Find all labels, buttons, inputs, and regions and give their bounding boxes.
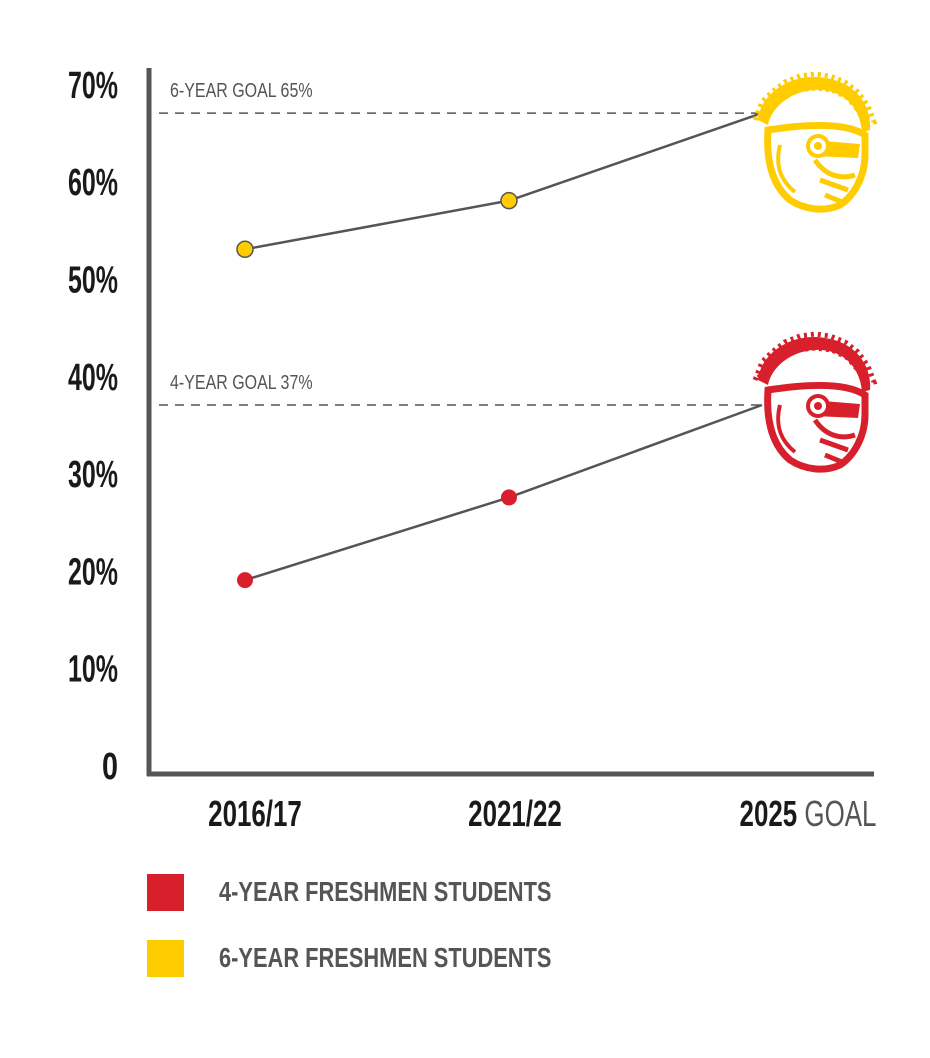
data-point <box>501 489 517 506</box>
y-tick-label: 60% <box>68 162 118 204</box>
helmet-part <box>749 71 878 128</box>
helmet-part <box>749 331 878 388</box>
x-tick-label: 2016/17 <box>208 794 302 834</box>
helmet-part <box>814 142 822 150</box>
y-tick-label: 20% <box>68 551 118 593</box>
helmet-part <box>812 158 856 205</box>
helmet-part <box>776 404 797 454</box>
legend-label-6-year: 6-YEAR FRESHMEN STUDENTS <box>219 942 552 973</box>
y-tick-label: 70% <box>68 65 118 107</box>
helmet-part <box>758 77 871 132</box>
goal-reference-label: 6-YEAR GOAL 65% <box>170 79 313 101</box>
trojan-helmet-icon <box>749 71 878 213</box>
legend-item-6-year: 6-YEAR FRESHMEN STUDENTS <box>147 940 707 980</box>
y-tick-label: 50% <box>68 260 118 302</box>
helmet-part <box>758 337 871 392</box>
x-tick-label: 2021/22 <box>468 794 562 834</box>
data-point <box>237 572 253 589</box>
y-tick-label: 40% <box>68 357 118 399</box>
data-point <box>500 191 518 210</box>
legend-swatch-6-year <box>147 940 184 977</box>
y-tick-label: 0 <box>102 746 118 788</box>
legend-swatch-4-year <box>147 874 184 911</box>
helmet-part <box>764 381 869 473</box>
helmet-part <box>814 402 822 410</box>
trojan-helmet-icon <box>749 331 878 473</box>
data-point <box>236 240 254 259</box>
legend-label-4-year: 4-YEAR FRESHMEN STUDENTS <box>219 876 552 907</box>
helmet-part <box>764 121 869 213</box>
goal-reference-label: 4-YEAR GOAL 37% <box>170 371 313 393</box>
y-tick-label: 10% <box>68 649 118 691</box>
series-line <box>244 111 763 251</box>
y-tick-label: 30% <box>68 454 118 496</box>
x-tick-label: 2025 GOAL <box>740 794 877 834</box>
legend-item-4-year: 4-YEAR FRESHMEN STUDENTS <box>147 874 707 914</box>
helmet-part <box>776 144 797 194</box>
helmet-part <box>812 418 856 465</box>
